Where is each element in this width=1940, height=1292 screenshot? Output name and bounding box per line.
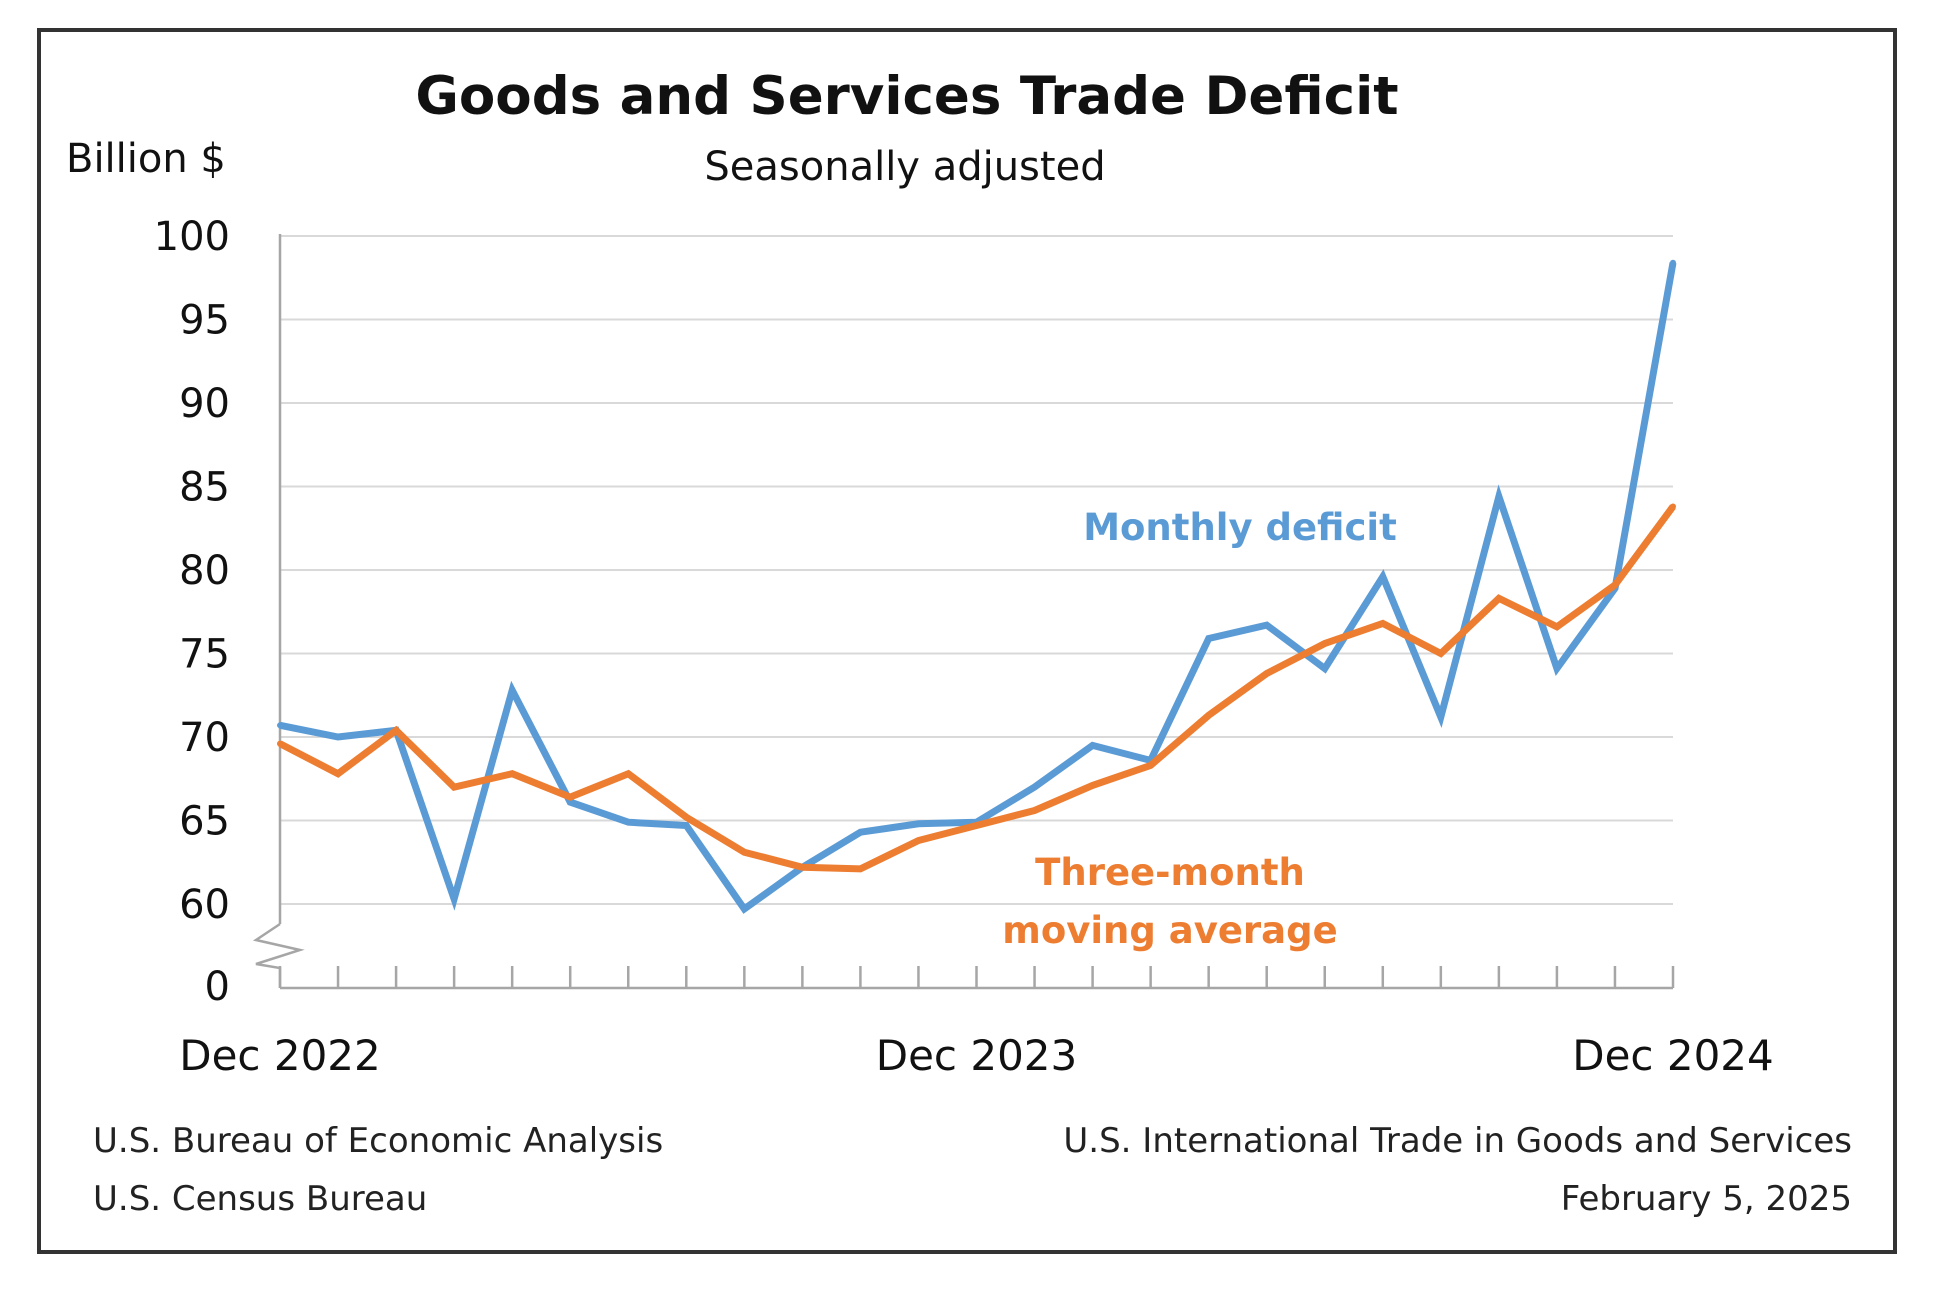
monthly-point-18 (1321, 665, 1328, 672)
average-point-20 (1437, 650, 1444, 657)
x-tick-label-dec-2022: Dec 2022 (179, 1031, 381, 1080)
moving-average-annotation-line1: Three-month (1035, 851, 1305, 894)
y-tick-label-80: 80 (179, 548, 230, 594)
monthly-point-14 (1089, 742, 1096, 749)
average-point-23 (1611, 582, 1618, 589)
monthly-point-11 (915, 820, 922, 827)
monthly-point-24 (1670, 259, 1676, 266)
monthly-deficit-annotation: Monthly deficit (1083, 506, 1397, 549)
series-lines (277, 259, 1677, 914)
axes (252, 234, 1675, 990)
monthly-point-21 (1495, 493, 1502, 500)
average-point-1 (335, 770, 342, 777)
average-point-10 (857, 865, 864, 872)
moving-average-line (278, 504, 1676, 873)
average-point-4 (509, 770, 516, 777)
average-point-24 (1670, 503, 1676, 510)
average-point-19 (1379, 620, 1386, 627)
monthly-point-6 (625, 819, 632, 826)
y-tick-label-60: 60 (179, 882, 230, 928)
average-point-21 (1495, 595, 1502, 602)
average-point-18 (1321, 640, 1328, 647)
average-point-16 (1205, 712, 1212, 719)
monthly-deficit-line (279, 262, 1677, 914)
average-point-11 (915, 837, 922, 844)
y-tick-label-85: 85 (179, 465, 230, 511)
gridlines (280, 235, 1673, 905)
average-point-3 (451, 784, 458, 791)
moving-average-annotation-line2: moving average (1002, 909, 1337, 952)
average-point-6 (625, 770, 632, 777)
average-point-5 (567, 794, 574, 801)
average-point-13 (1031, 807, 1038, 814)
average-point-9 (799, 864, 806, 871)
chart-frame (37, 28, 1897, 1254)
monthly-point-16 (1205, 635, 1212, 642)
y-tick-label-95: 95 (179, 298, 230, 344)
average-point-0 (277, 740, 283, 747)
monthly-point-8 (741, 906, 748, 913)
average-point-2 (393, 727, 400, 734)
average-point-14 (1089, 782, 1096, 789)
monthly-point-3 (451, 895, 458, 902)
y-tick-labels: 100 95 90 85 80 75 70 65 60 0 (154, 214, 230, 1010)
footer-release-date: February 5, 2025 (1561, 1179, 1852, 1219)
y-tick-label-70: 70 (179, 715, 230, 761)
y-tick-label-100: 100 (154, 214, 230, 260)
footer-source-bea: U.S. Bureau of Economic Analysis (93, 1121, 663, 1161)
monthly-point-19 (1379, 573, 1386, 580)
x-tick-label-dec-2024: Dec 2024 (1572, 1031, 1774, 1080)
monthly-point-13 (1031, 784, 1038, 791)
y-tick-label-90: 90 (179, 381, 230, 427)
average-point-7 (683, 814, 690, 821)
axis-break-icon (252, 922, 305, 988)
average-point-15 (1147, 762, 1154, 769)
average-point-22 (1553, 623, 1560, 630)
monthly-point-1 (335, 734, 342, 740)
monthly-point-20 (1437, 713, 1444, 720)
y-tick-label-65: 65 (179, 799, 230, 845)
monthly-point-5 (567, 799, 574, 806)
footer-source-census: U.S. Census Bureau (93, 1179, 427, 1219)
y-axis-label: Billion $ (66, 136, 226, 182)
y-tick-label-75: 75 (179, 632, 230, 678)
chart-title: Goods and Services Trade Deficit (415, 66, 1398, 127)
monthly-point-17 (1263, 622, 1270, 629)
x-tick-label-dec-2023: Dec 2023 (876, 1031, 1078, 1080)
average-point-8 (741, 849, 748, 856)
x-tick-labels: Dec 2022 Dec 2023 Dec 2024 (179, 1031, 1774, 1080)
monthly-point-0 (277, 722, 283, 729)
average-point-12 (973, 822, 980, 829)
monthly-point-4 (509, 687, 516, 694)
chart-subtitle: Seasonally adjusted (704, 144, 1105, 190)
monthly-point-7 (683, 822, 690, 829)
footer-report-name: U.S. International Trade in Goods and Se… (1063, 1121, 1852, 1161)
y-tick-label-0: 0 (205, 964, 230, 1010)
monthly-point-22 (1553, 665, 1560, 672)
average-point-17 (1263, 670, 1270, 677)
monthly-point-10 (857, 829, 864, 836)
